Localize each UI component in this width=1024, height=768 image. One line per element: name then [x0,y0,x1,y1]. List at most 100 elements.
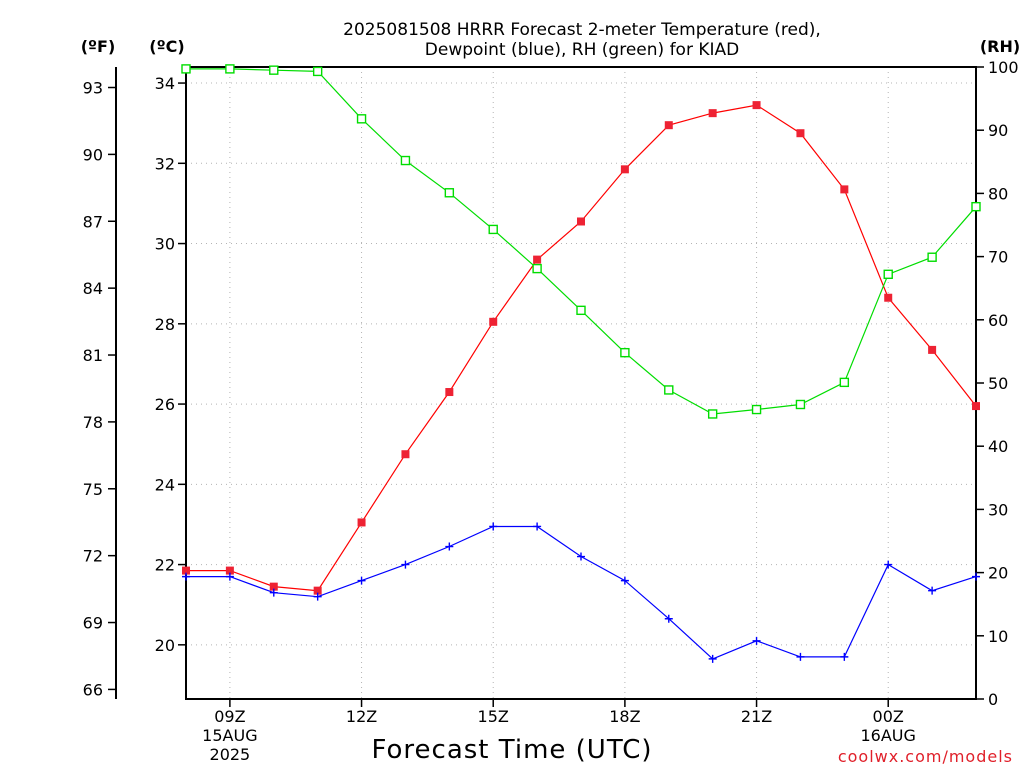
rh-tick-label: 100 [988,58,1019,77]
rh-point [400,155,411,166]
rh-point [751,404,762,415]
rh-line [186,68,977,415]
dewpoint-point [445,542,454,551]
x-tick-label-line: 00Z [873,707,904,726]
temperature-point [664,121,673,130]
temperature-point [313,586,322,595]
dewpoint-point [357,576,366,585]
rh-tick-label: 80 [988,184,1008,203]
temperature-point [884,293,893,302]
rh-point [269,65,279,75]
plot-frame [185,66,977,700]
dewpoint-point [577,552,585,561]
rh-tick-label: 70 [988,248,1008,267]
rh-point [356,114,367,124]
dewpoint-line [186,525,977,660]
x-tick-label-line: 16AUG [861,726,916,745]
rh-tick-label: 60 [988,311,1008,330]
dewpoint-point [708,654,717,663]
rh-point [576,305,586,316]
temperature-point [401,450,410,459]
chart-title-line-1: 2025081508 HRRR Forecast 2-meter Tempera… [343,20,821,40]
temperature-point [928,345,937,354]
rh-point [488,224,498,235]
temperature-point [796,129,805,138]
series-dewpoint [182,522,980,663]
temperature-point [752,101,761,110]
rh-unit-label: (RH) [980,37,1020,56]
series-rh [181,64,981,419]
fahrenheit-tick-label: 84 [83,279,103,298]
rh-point [312,66,323,77]
rh-tick-label: 30 [988,500,1008,519]
data-series [181,64,981,663]
celsius-tick-label: 28 [155,315,175,334]
x-tick-label-line: 15Z [478,707,509,726]
temperature-point [445,388,454,397]
grid-lines [186,67,976,699]
x-tick-label: 18Z [609,707,640,726]
temperature-line [186,104,977,592]
celsius-tick-label: 24 [155,475,175,494]
dewpoint-point [928,586,937,595]
temperature-point [577,217,585,226]
rh-tick-label: 20 [988,564,1008,583]
dewpoint-point [884,560,893,569]
temperature-point [972,402,980,411]
dewpoint-point [752,636,761,645]
fahrenheit-tick-label: 78 [83,413,103,432]
fahrenheit-unit-label: (ºF) [81,37,116,56]
series-temperature [182,101,980,595]
rh-point [620,347,630,358]
rh-point [532,263,542,274]
rh-tick-label: 10 [988,627,1008,646]
rh-tick-label: 0 [988,690,998,709]
temperature-point [489,317,498,326]
rh-tick-label: 90 [988,121,1008,140]
fahrenheit-tick-label: 69 [83,614,103,633]
rh-point [883,269,893,279]
x-tick-label-line: 15AUG [202,726,257,745]
dewpoint-point [840,652,849,661]
temperature-point [357,518,366,527]
fahrenheit-tick-label: 72 [83,547,103,566]
celsius-unit-label: (ºC) [149,37,184,56]
x-axis-label: Forecast Time (UTC) [371,735,652,765]
fahrenheit-tick-label: 66 [83,680,103,699]
celsius-tick-label: 30 [155,235,175,254]
temperature-point [620,165,629,174]
rh-point [181,64,191,74]
rh-point [795,399,806,410]
celsius-tick-label: 34 [155,74,175,93]
temperature-point [269,582,278,591]
dewpoint-point [401,560,410,569]
temperature-point [182,566,190,575]
x-tick-label-line: 21Z [741,707,772,726]
x-tick-label: 15Z [478,707,509,726]
celsius-tick-label: 26 [155,395,175,414]
dewpoint-point [489,522,498,531]
rh-point [664,385,674,395]
tick-labels: 66 69 72 75 78 81 84 87 90 93 20 22 24 26 28 30 32 34 0 10 2… [83,58,1019,764]
dewpoint-point [225,572,234,581]
rh-tick-label: 40 [988,437,1008,456]
dewpoint-point [796,652,805,661]
rh-point [707,409,718,419]
celsius-tick-label: 32 [155,154,175,173]
temperature-point [708,109,717,118]
dewpoint-point [313,592,322,601]
x-tick-label-line: 12Z [346,707,377,726]
source-credit: coolwx.com/models [838,747,1013,766]
dewpoint-point [269,588,278,597]
dewpoint-point [972,572,980,581]
dewpoint-point [620,576,629,585]
rh-point [225,64,235,74]
x-tick-label: 21Z [741,707,772,726]
temperature-point [840,185,849,194]
celsius-tick-label: 20 [155,636,175,655]
x-tick-label: 12Z [346,707,377,726]
celsius-tick-label: 22 [155,556,175,575]
rh-point [927,252,937,262]
